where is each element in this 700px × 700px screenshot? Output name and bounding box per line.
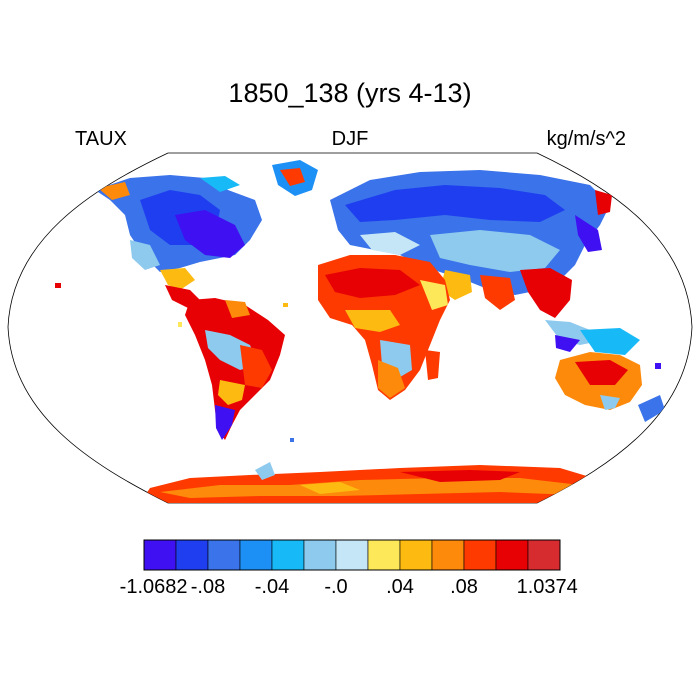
season-label: DJF [331, 128, 369, 150]
antarctica [140, 462, 610, 503]
colorbar-tick-label: -.0 [324, 576, 348, 598]
colorbar-cell [303, 539, 337, 571]
colorbar-tick-label: .04 [386, 576, 414, 598]
colorbar-tick-label: .08 [450, 576, 478, 598]
colorbar-cell [271, 539, 305, 571]
colorbar-tick-label: 1.0374 [516, 576, 578, 598]
colorbar-cell [143, 539, 177, 571]
australia [555, 352, 665, 422]
map-title: 1850_138 (yrs 4-13) [228, 78, 472, 108]
eurasia [330, 170, 640, 355]
colorbar-cell [239, 539, 273, 571]
north-america [95, 160, 318, 308]
south-america [185, 298, 285, 440]
colorbar-cell [207, 539, 241, 571]
colorbar-cell [399, 539, 433, 571]
colorbar-tick-label: -.08 [190, 576, 226, 598]
colorbar-cell [431, 539, 465, 571]
variable-label: TAUX [75, 128, 127, 150]
units-label: kg/m/s^2 [546, 128, 626, 150]
colorbar-cell [335, 539, 369, 571]
colorbar-cell [495, 539, 529, 571]
africa [318, 255, 450, 400]
colorbar-tick-label: -1.0682 [119, 576, 188, 598]
colorbar-cell [527, 539, 561, 571]
colorbar-cell [463, 539, 497, 571]
small-islands [55, 283, 661, 442]
colorbar-tick-label: -.04 [254, 576, 290, 598]
colorbar-cell [367, 539, 401, 571]
colorbar-cell [175, 539, 209, 571]
